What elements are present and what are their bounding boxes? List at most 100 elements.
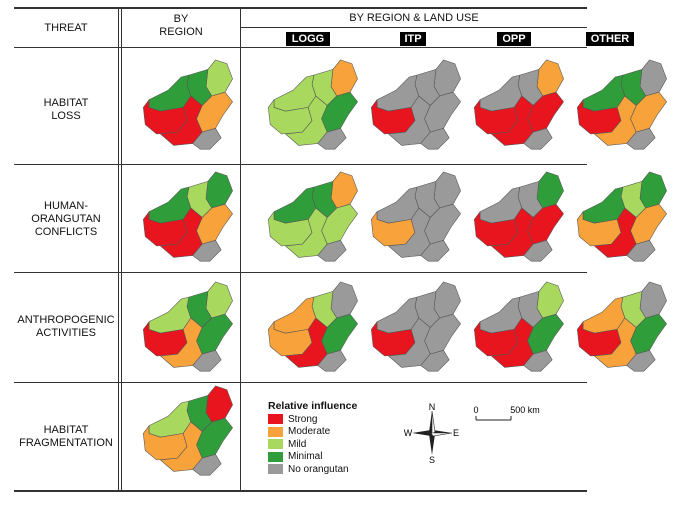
map-region-ne xyxy=(536,281,564,319)
header-threat: THREAT xyxy=(44,22,88,34)
map-region-s xyxy=(490,95,534,146)
compass-e: E xyxy=(453,428,459,438)
map-region-se xyxy=(523,239,553,262)
header-by-region: BY REGION xyxy=(159,13,203,38)
map-region-ne xyxy=(205,171,233,209)
legend-swatch-moderate xyxy=(268,426,283,437)
map-region-se xyxy=(192,453,222,476)
map-region-ne xyxy=(639,59,667,97)
compass-s: S xyxy=(429,455,435,463)
map-region-ne xyxy=(330,59,358,97)
map-region-se xyxy=(420,127,450,150)
scale-end: 500 km xyxy=(510,405,540,415)
map-region-s xyxy=(593,317,637,368)
map-row-1-col-5 xyxy=(577,59,667,150)
map-region-s xyxy=(387,95,431,146)
map-region-s xyxy=(284,207,328,258)
table-bottom-rule xyxy=(14,490,587,492)
map-region-s xyxy=(159,317,203,368)
map-region-se xyxy=(317,349,347,372)
map-region-s xyxy=(284,317,328,368)
legend-item-moderate: Moderate xyxy=(268,426,357,439)
map-row-1-col-2 xyxy=(268,59,358,150)
column-divider-1b xyxy=(121,7,122,492)
map-row-2-col-5 xyxy=(577,171,667,262)
legend: Relative influence Strong Moderate Mild … xyxy=(268,400,357,476)
map-row-3-col-5 xyxy=(577,281,667,372)
map-region-ne xyxy=(639,171,667,209)
tag-other: OTHER xyxy=(586,32,634,46)
compass-rose-icon: N S W E xyxy=(404,403,459,463)
legend-label-strong: Strong xyxy=(288,413,318,425)
map-region-se xyxy=(523,349,553,372)
map-region-se xyxy=(420,349,450,372)
map-region-se xyxy=(523,127,553,150)
legend-label-no-orangutan: No orangutan xyxy=(288,463,349,475)
map-row-1-col-1 xyxy=(143,59,233,150)
table-top-rule xyxy=(14,7,587,9)
tag-itp: ITP xyxy=(400,32,426,46)
column-divider-2 xyxy=(240,7,241,492)
map-region-se xyxy=(317,127,347,150)
map-row-1-col-4 xyxy=(474,59,564,150)
map-region-s xyxy=(387,207,431,258)
map-region-ne xyxy=(205,59,233,97)
header-bottom-rule xyxy=(14,47,587,48)
legend-label-mild: Mild xyxy=(288,438,307,450)
map-region-ne xyxy=(433,59,461,97)
legend-label-moderate: Moderate xyxy=(288,426,331,438)
legend-item-minimal: Minimal xyxy=(268,451,357,464)
threat-label-habitat-fragmentation: HABITAT FRAGMENTATION xyxy=(19,424,113,449)
map-region-s xyxy=(593,207,637,258)
legend-swatch-strong xyxy=(268,414,283,425)
compass-n: N xyxy=(429,403,436,412)
legend-label-minimal: Minimal xyxy=(288,451,323,463)
map-region-s xyxy=(159,421,203,472)
threat-label-human-orangutan-conflicts: HUMAN- ORANGUTAN CONFLICTS xyxy=(31,200,101,238)
map-region-se xyxy=(626,127,656,150)
legend-item-strong: Strong xyxy=(268,413,357,426)
map-row-2-col-1 xyxy=(143,171,233,262)
tag-opp: OPP xyxy=(497,32,531,46)
row-divider-1 xyxy=(14,164,587,165)
map-region-ne xyxy=(330,171,358,209)
map-row-3-col-4 xyxy=(474,281,564,372)
map-row-3-col-2 xyxy=(268,281,358,372)
scale-bar: 0 500 km xyxy=(473,405,540,421)
map-row-2-col-4 xyxy=(474,171,564,262)
map-region-s xyxy=(284,95,328,146)
legend-swatch-mild xyxy=(268,439,283,450)
map-region-ne xyxy=(433,281,461,319)
map-region-s xyxy=(593,95,637,146)
map-region-s xyxy=(387,317,431,368)
map-region-ne xyxy=(205,281,233,319)
map-region-ne xyxy=(330,281,358,319)
legend-item-no-orangutan: No orangutan xyxy=(268,463,357,476)
row-divider-3 xyxy=(14,382,587,383)
map-region-s xyxy=(490,207,534,258)
map-region-se xyxy=(626,239,656,262)
map-region-se xyxy=(317,239,347,262)
map-region-s xyxy=(159,207,203,258)
legend-swatch-minimal xyxy=(268,451,283,462)
legend-swatch-no-orangutan xyxy=(268,464,283,475)
map-region-ne xyxy=(536,171,564,209)
compass-w: W xyxy=(404,428,413,438)
map-region-se xyxy=(420,239,450,262)
column-divider-1a xyxy=(118,7,119,492)
legend-item-mild: Mild xyxy=(268,438,357,451)
header-by-region-land-use: BY REGION & LAND USE xyxy=(349,12,479,24)
map-region-se xyxy=(192,127,222,150)
map-region-ne xyxy=(536,59,564,97)
map-region-se xyxy=(626,349,656,372)
map-region-se xyxy=(192,239,222,262)
map-row-2-col-3 xyxy=(371,171,461,262)
map-region-ne xyxy=(639,281,667,319)
map-row-4-col-1 xyxy=(143,385,233,476)
subheader-rule xyxy=(240,27,587,28)
map-row-3-col-1 xyxy=(143,281,233,372)
map-row-2-col-2 xyxy=(268,171,358,262)
map-region-s xyxy=(159,95,203,146)
map-row-1-col-3 xyxy=(371,59,461,150)
legend-title: Relative influence xyxy=(268,400,358,412)
